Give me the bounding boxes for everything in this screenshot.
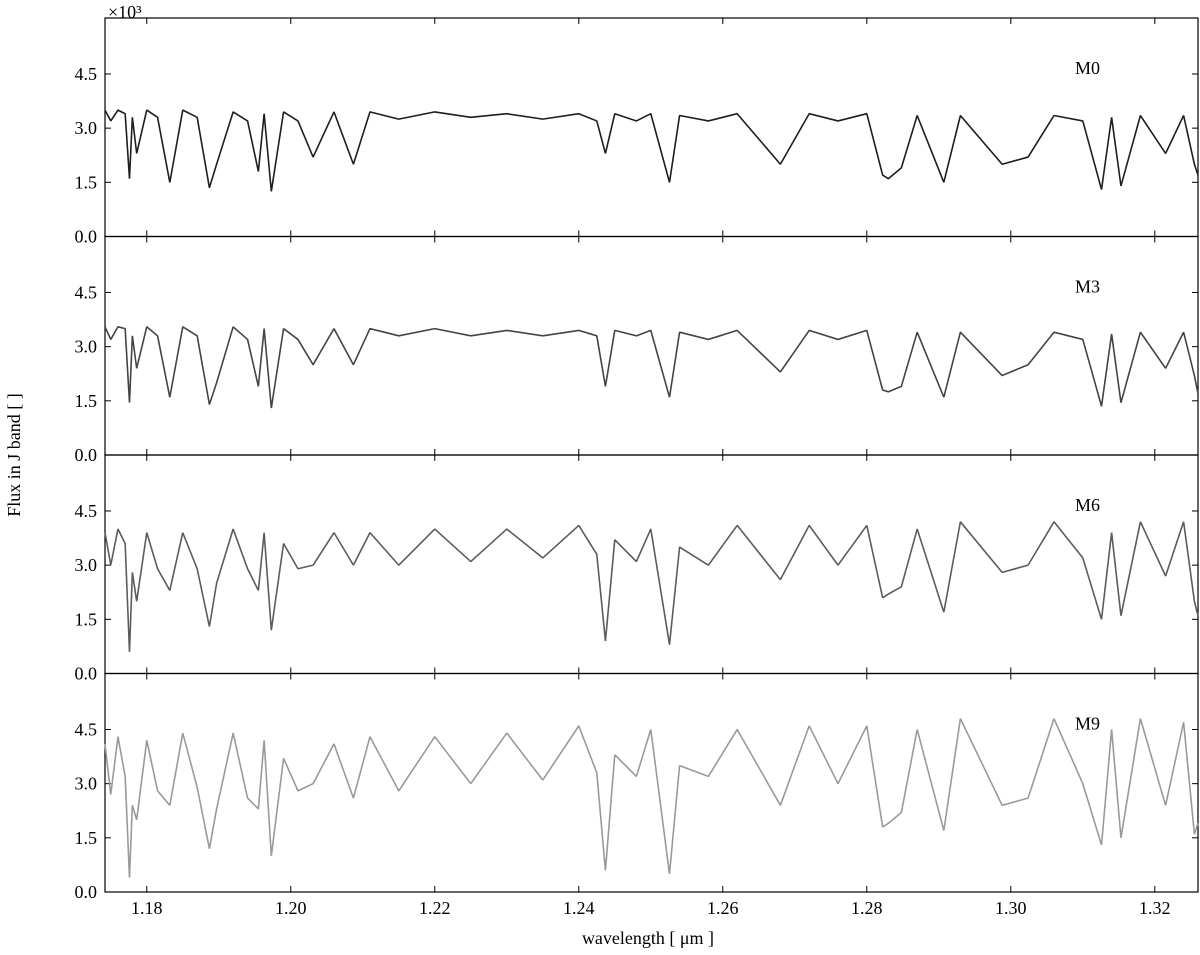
y-tick-label: 3.0 [75, 118, 98, 138]
y-tick-label: 0.0 [75, 664, 98, 684]
y-tick-label: 4.5 [75, 282, 98, 302]
y-tick-label: 1.5 [75, 172, 98, 192]
y-tick-label: 1.5 [75, 391, 98, 411]
spectrum-line [104, 718, 1199, 878]
y-axis-label: Flux in J band [ ] [4, 393, 24, 517]
y-tick-label: 3.0 [75, 555, 98, 575]
y-tick-label: 3.0 [75, 337, 98, 357]
series-label: M0 [1075, 58, 1100, 78]
x-tick-label: 1.18 [131, 898, 163, 918]
x-axis-label: wavelength [ μm ] [582, 928, 714, 948]
series-label: M3 [1075, 277, 1100, 297]
panel-frame [104, 672, 1199, 893]
y-tick-label: 4.5 [75, 501, 98, 521]
y-tick-label: 1.5 [75, 609, 98, 629]
y-tick-label: 4.5 [75, 64, 98, 84]
y-tick-label: 0.0 [75, 882, 98, 902]
x-tick-label: 1.28 [851, 898, 883, 918]
x-tick-label: 1.24 [563, 898, 595, 918]
spectrum-line [104, 521, 1199, 652]
y-tick-label: 4.5 [75, 719, 98, 739]
y-tick-label: 1.5 [75, 828, 98, 848]
spectrum-line [104, 326, 1199, 409]
x-tick-label: 1.20 [275, 898, 307, 918]
panel-frame [104, 454, 1199, 675]
x-tick-label: 1.32 [1139, 898, 1171, 918]
x-tick-label: 1.30 [995, 898, 1027, 918]
y-tick-label: 0.0 [75, 227, 98, 247]
y-tick-label: 3.0 [75, 774, 98, 794]
x-tick-label: 1.26 [707, 898, 739, 918]
spectrum-line [104, 109, 1199, 192]
panel-frame [104, 235, 1199, 456]
y-multiplier: ×10³ [108, 2, 142, 22]
y-tick-label: 0.0 [75, 445, 98, 465]
series-label: M6 [1075, 495, 1100, 515]
panel-frame [104, 17, 1199, 238]
series-label: M9 [1075, 714, 1100, 734]
x-tick-label: 1.22 [419, 898, 451, 918]
